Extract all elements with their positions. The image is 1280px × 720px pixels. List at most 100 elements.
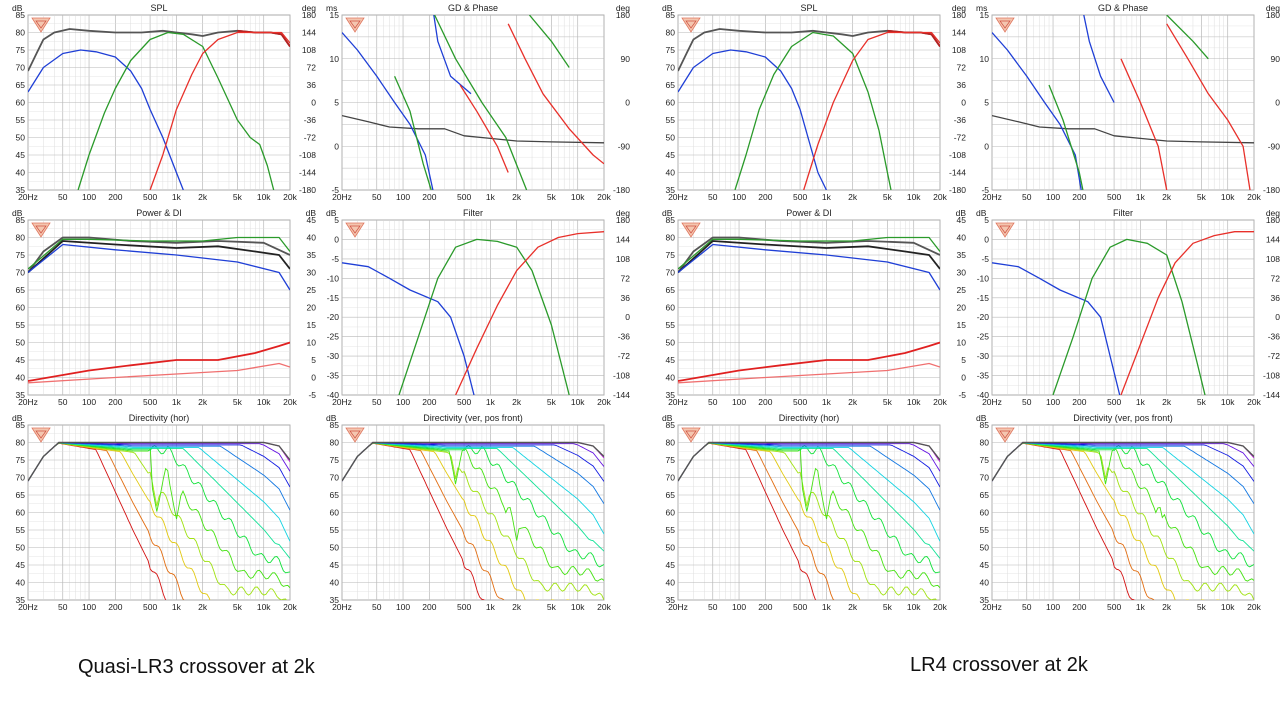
series-line-tweeter bbox=[507, 23, 604, 165]
on-axis-line bbox=[28, 441, 290, 482]
series-line-mid bbox=[434, 15, 528, 190]
x-tick-label: 200 bbox=[1072, 602, 1086, 612]
x-tick-label: 2k bbox=[198, 397, 208, 407]
x-tick-label: 10k bbox=[907, 397, 921, 407]
y2-tick-label: 0 bbox=[961, 373, 966, 383]
y2-tick-label: 72 bbox=[621, 273, 631, 283]
y-tick-label: 70 bbox=[666, 268, 676, 278]
x-tick-label: 20k bbox=[1247, 192, 1261, 202]
y2-tick-label: -36 bbox=[304, 115, 317, 125]
y2-tick-label: 36 bbox=[621, 293, 631, 303]
x-tick-label: 50 bbox=[1022, 602, 1032, 612]
y-tick-label: 85 bbox=[980, 420, 990, 430]
x-tick-label: 20k bbox=[933, 192, 947, 202]
y2-tick-label: 36 bbox=[1271, 293, 1280, 303]
x-tick-label: 500 bbox=[457, 602, 471, 612]
x-tick-label: 20Hz bbox=[668, 602, 688, 612]
x-tick-label: 200 bbox=[1072, 192, 1086, 202]
y-tick-label: -15 bbox=[977, 293, 990, 303]
y-tick-label: 45 bbox=[16, 150, 26, 160]
x-tick-label: 1k bbox=[822, 192, 832, 202]
x-tick-label: 20Hz bbox=[332, 192, 352, 202]
x-tick-label: 50 bbox=[708, 192, 718, 202]
x-tick-label: 1k bbox=[486, 192, 496, 202]
y2-tick-label: -36 bbox=[954, 115, 967, 125]
x-tick-label: 10k bbox=[1221, 602, 1235, 612]
x-tick-label: 50 bbox=[372, 192, 382, 202]
y2-tick-label: -180 bbox=[299, 185, 316, 195]
x-tick-label: 50 bbox=[372, 602, 382, 612]
series-line-di bbox=[28, 341, 290, 382]
y-tick-label: 40 bbox=[16, 168, 26, 178]
y2-tick-label: -90 bbox=[618, 141, 631, 151]
y2-tick-label: 36 bbox=[957, 80, 967, 90]
y-tick-label: 75 bbox=[666, 45, 676, 55]
x-tick-label: 10k bbox=[257, 602, 271, 612]
series-line-di_light bbox=[678, 362, 940, 384]
y-tick-label: 35 bbox=[16, 595, 26, 605]
y-tick-label: 65 bbox=[16, 285, 26, 295]
y-tick-label: 55 bbox=[980, 525, 990, 535]
x-tick-label: 200 bbox=[108, 397, 122, 407]
y-tick-label: 40 bbox=[16, 373, 26, 383]
x-tick-label: 20k bbox=[597, 192, 611, 202]
x-tick-label: 100 bbox=[1046, 602, 1060, 612]
y-tick-label: 75 bbox=[16, 45, 26, 55]
y-tick-label: 35 bbox=[16, 185, 26, 195]
x-tick-label: 20k bbox=[283, 192, 297, 202]
x-tick-label: 20Hz bbox=[668, 397, 688, 407]
chart-title: Directivity (hor) bbox=[129, 413, 190, 423]
y-tick-label: 80 bbox=[330, 438, 340, 448]
y-tick-label: 55 bbox=[16, 320, 26, 330]
series-line-woofer bbox=[992, 262, 1121, 395]
x-tick-label: 20k bbox=[597, 397, 611, 407]
y2-tick-label: 108 bbox=[952, 45, 966, 55]
series-line-mid bbox=[394, 76, 432, 190]
y-tick-label: -25 bbox=[327, 332, 340, 342]
x-tick-label: 500 bbox=[143, 397, 157, 407]
y-tick-label: 50 bbox=[980, 543, 990, 553]
y2-tick-label: 30 bbox=[957, 268, 967, 278]
x-tick-label: 1k bbox=[822, 602, 832, 612]
y-tick-label: 65 bbox=[980, 490, 990, 500]
x-tick-label: 2k bbox=[198, 602, 208, 612]
y-tick-label: -5 bbox=[331, 185, 339, 195]
x-tick-label: 100 bbox=[732, 602, 746, 612]
y2-tick-label: -90 bbox=[1268, 141, 1280, 151]
y-tick-label: 45 bbox=[666, 150, 676, 160]
x-tick-label: 10k bbox=[907, 192, 921, 202]
x-tick-label: 5k bbox=[233, 192, 243, 202]
x-tick-label: 5k bbox=[1197, 397, 1207, 407]
y2-tick-label: 0 bbox=[1275, 312, 1280, 322]
x-tick-label: 1k bbox=[822, 397, 832, 407]
y-tick-label: 35 bbox=[330, 595, 340, 605]
y-tick-label: 35 bbox=[980, 595, 990, 605]
y2-tick-label: 90 bbox=[621, 54, 631, 64]
y2-unit-label: deg bbox=[1266, 3, 1280, 13]
x-tick-label: 20k bbox=[283, 602, 297, 612]
x-tick-label: 20Hz bbox=[18, 397, 38, 407]
y-tick-label: 45 bbox=[16, 560, 26, 570]
y-tick-label: 60 bbox=[980, 508, 990, 518]
y-tick-label: 40 bbox=[666, 578, 676, 588]
x-tick-label: 10k bbox=[907, 602, 921, 612]
x-tick-label: 50 bbox=[708, 602, 718, 612]
y2-tick-label: 144 bbox=[1266, 234, 1280, 244]
chart-title: Directivity (ver, pos front) bbox=[423, 413, 523, 423]
y2-tick-label: 0 bbox=[311, 98, 316, 108]
y-tick-label: 50 bbox=[666, 133, 676, 143]
y2-tick-label: -180 bbox=[949, 185, 966, 195]
y2-tick-label: 0 bbox=[1275, 98, 1280, 108]
y-tick-label: 65 bbox=[666, 80, 676, 90]
series-line-woofer bbox=[28, 49, 184, 190]
x-tick-label: 2k bbox=[1162, 192, 1172, 202]
series-line-woofer bbox=[678, 49, 827, 190]
y2-tick-label: -5 bbox=[958, 390, 966, 400]
y2-tick-label: 25 bbox=[957, 285, 967, 295]
y-tick-label: 50 bbox=[16, 338, 26, 348]
x-tick-label: 2k bbox=[848, 397, 858, 407]
x-tick-label: 1k bbox=[1136, 192, 1146, 202]
y-tick-label: 55 bbox=[666, 525, 676, 535]
x-tick-label: 10k bbox=[1221, 397, 1235, 407]
